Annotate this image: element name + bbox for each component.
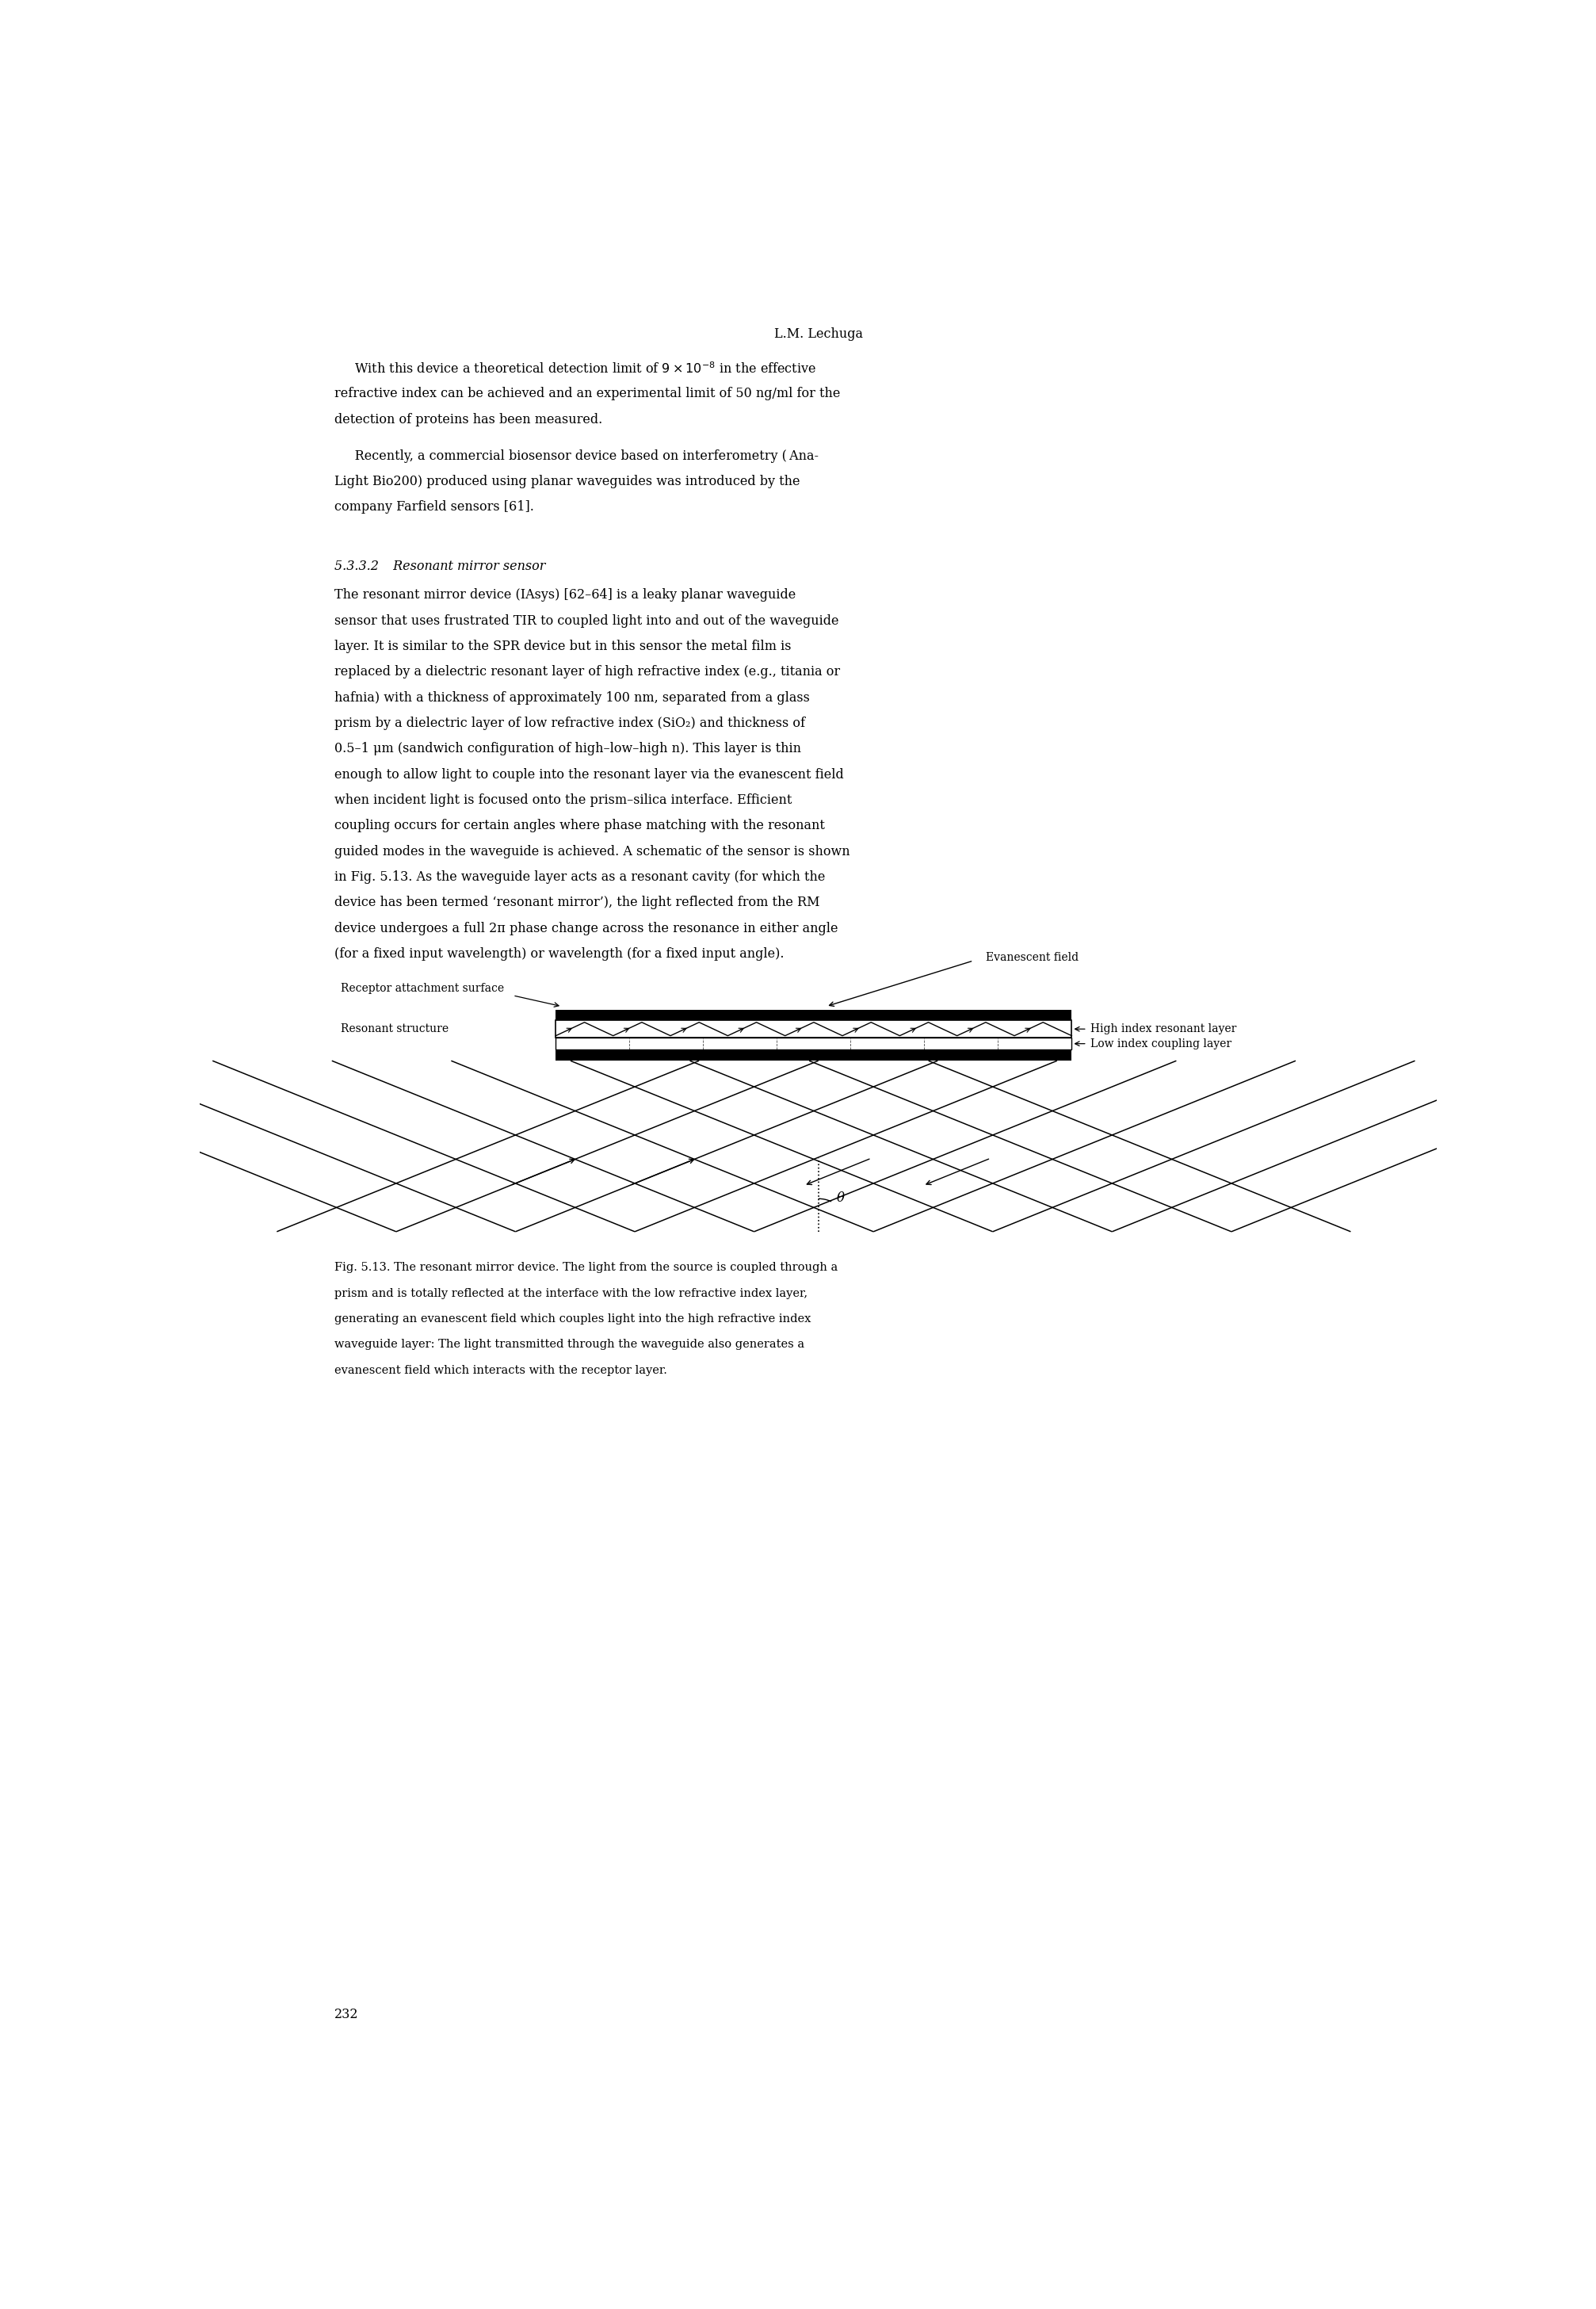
Text: Light Bio200) produced using planar waveguides was introduced by the: Light Bio200) produced using planar wave… [335, 476, 800, 487]
Text: Recently, a commercial biosensor device based on interferometry ( Ana-: Recently, a commercial biosensor device … [335, 450, 819, 462]
Text: Low index coupling layer: Low index coupling layer [1090, 1039, 1231, 1048]
Text: prism by a dielectric layer of low refractive index (SiO₂) and thickness of: prism by a dielectric layer of low refra… [335, 716, 804, 730]
Text: enough to allow light to couple into the resonant layer via the evanescent field: enough to allow light to couple into the… [335, 769, 844, 780]
Text: generating an evanescent field which couples light into the high refractive inde: generating an evanescent field which cou… [335, 1314, 811, 1325]
Text: device has been termed ‘resonant mirror’), the light reflected from the RM: device has been termed ‘resonant mirror’… [335, 896, 820, 910]
Text: device undergoes a full 2π phase change across the resonance in either angle: device undergoes a full 2π phase change … [335, 921, 838, 935]
Text: replaced by a dielectric resonant layer of high refractive index (e.g., titania : replaced by a dielectric resonant layer … [335, 665, 839, 679]
Text: High index resonant layer: High index resonant layer [1090, 1023, 1235, 1034]
Text: Fig. 5.13. The resonant mirror device. The light from the source is coupled thro: Fig. 5.13. The resonant mirror device. T… [335, 1263, 838, 1272]
Text: company Farfield sensors [61].: company Farfield sensors [61]. [335, 501, 535, 515]
Bar [555, 1037, 1071, 1051]
Text: Receptor attachment surface: Receptor attachment surface [340, 984, 504, 993]
Text: in Fig. 5.13. As the waveguide layer acts as a resonant cavity (for which the: in Fig. 5.13. As the waveguide layer act… [335, 870, 825, 884]
Bar [555, 1021, 1071, 1037]
Text: layer. It is similar to the SPR device but in this sensor the metal film is: layer. It is similar to the SPR device b… [335, 640, 792, 653]
Text: Resonant structure: Resonant structure [340, 1023, 448, 1034]
Text: L.M. Lechuga: L.M. Lechuga [774, 328, 862, 342]
Text: hafnia) with a thickness of approximately 100 nm, separated from a glass: hafnia) with a thickness of approximatel… [335, 690, 809, 704]
Bar [555, 1009, 1071, 1021]
Text: guided modes in the waveguide is achieved. A schematic of the sensor is shown: guided modes in the waveguide is achieve… [335, 845, 851, 859]
Text: Evanescent field: Evanescent field [985, 951, 1077, 963]
Bar [555, 1051, 1071, 1060]
Text: sensor that uses frustrated TIR to coupled light into and out of the waveguide: sensor that uses frustrated TIR to coupl… [335, 614, 838, 628]
Text: θ: θ [836, 1191, 844, 1205]
Text: detection of proteins has been measured.: detection of proteins has been measured. [335, 413, 602, 427]
Text: The resonant mirror device (IAsys) [62–64] is a leaky planar waveguide: The resonant mirror device (IAsys) [62–6… [335, 589, 796, 603]
Text: evanescent field which interacts with the receptor layer.: evanescent field which interacts with th… [335, 1365, 667, 1376]
Text: With this device a theoretical detection limit of $9\times10^{-8}$ in the effect: With this device a theoretical detection… [335, 360, 816, 376]
Text: 0.5–1 μm (sandwich configuration of high–low–high n). This layer is thin: 0.5–1 μm (sandwich configuration of high… [335, 741, 801, 755]
Text: coupling occurs for certain angles where phase matching with the resonant: coupling occurs for certain angles where… [335, 820, 825, 834]
Text: prism and is totally reflected at the interface with the low refractive index la: prism and is totally reflected at the in… [335, 1288, 808, 1300]
Text: 5.3.3.2   Resonant mirror sensor: 5.3.3.2 Resonant mirror sensor [335, 559, 546, 573]
Text: (for a fixed input wavelength) or wavelength (for a fixed input angle).: (for a fixed input wavelength) or wavele… [335, 947, 784, 961]
Text: 232: 232 [335, 2009, 359, 2020]
Text: refractive index can be achieved and an experimental limit of 50 ng/ml for the: refractive index can be achieved and an … [335, 388, 839, 399]
Text: waveguide layer: The light transmitted through the waveguide also generates a: waveguide layer: The light transmitted t… [335, 1339, 804, 1351]
Text: when incident light is focused onto the prism–silica interface. Efficient: when incident light is focused onto the … [335, 794, 792, 806]
